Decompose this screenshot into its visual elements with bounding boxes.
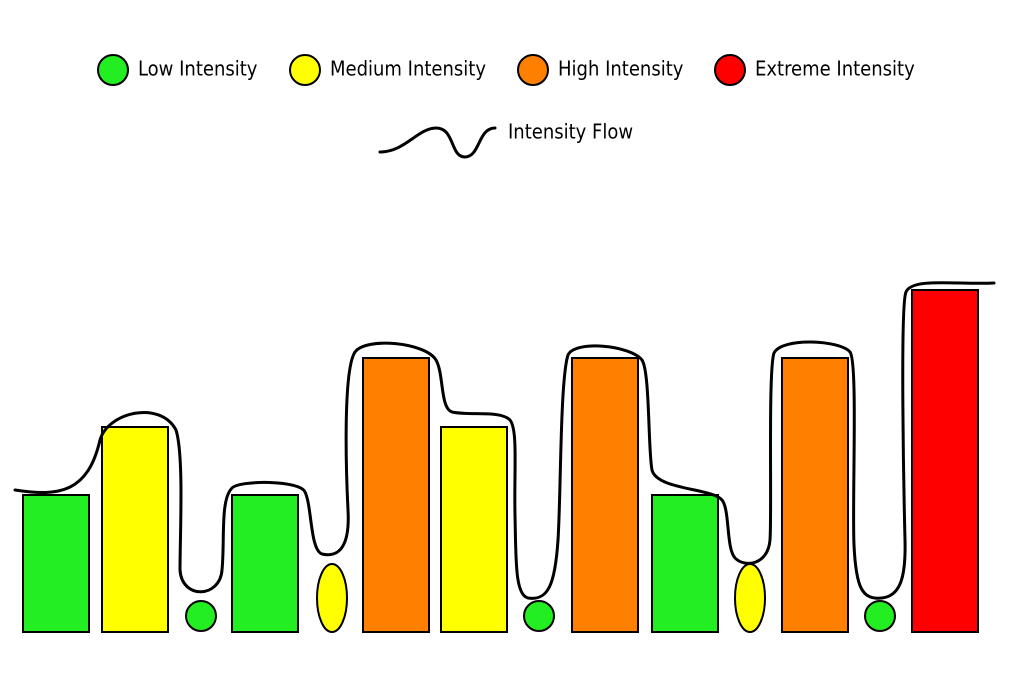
bar-low-0 [22,494,90,633]
legend-item-medium: Medium Intensity [289,54,486,86]
chart-marks [22,289,979,633]
dot-low-12 [864,600,896,632]
bar-high-5 [362,357,430,633]
legend-item-extreme: Extreme Intensity [714,54,915,86]
dot-medium-10 [734,563,766,633]
high-intensity-swatch-icon [517,54,549,86]
bar-high-8 [571,357,639,633]
legend-label-high: High Intensity [558,57,684,81]
dot-low-7 [523,600,555,632]
legend-label-extreme: Extreme Intensity [755,57,915,81]
legend-label-medium: Medium Intensity [330,57,486,81]
bar-medium-6 [440,426,508,633]
wave-line-icon [378,126,497,159]
bar-high-11 [781,357,849,633]
extreme-intensity-swatch-icon [714,54,746,86]
medium-intensity-swatch-icon [289,54,321,86]
bar-low-9 [651,494,719,633]
low-intensity-swatch-icon [97,54,129,86]
bar-extreme-13 [911,289,979,633]
legend-item-flow: Intensity Flow [378,120,633,159]
bar-medium-1 [101,426,169,633]
legend-item-high: High Intensity [517,54,684,86]
legend: Low Intensity Medium Intensity High Inte… [97,54,915,159]
legend-label-low: Low Intensity [138,57,258,81]
legend-item-low: Low Intensity [97,54,258,86]
legend-label-flow: Intensity Flow [508,120,633,144]
dot-low-2 [185,600,217,632]
bar-low-3 [231,494,299,633]
intensity-flow-line [13,281,996,600]
dot-medium-4 [316,563,348,633]
